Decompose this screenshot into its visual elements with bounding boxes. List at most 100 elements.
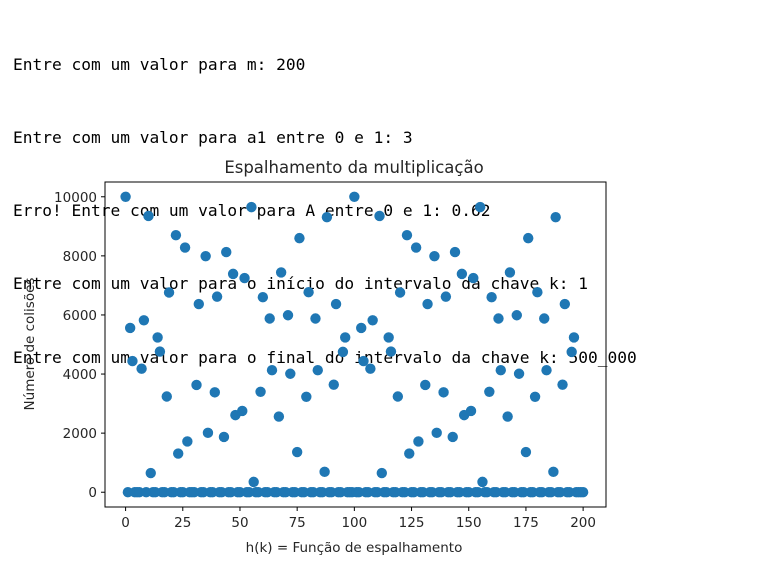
data-point [529,391,541,402]
y-axis: 0 2000 4000 6000 8000 10000 [54,190,105,501]
data-point [301,391,312,402]
console-line: Entre com um valor para o final do inter… [13,347,637,367]
x-tick-label: 75 [289,515,306,531]
data-point [248,476,259,488]
data-point [484,386,495,397]
console-output: Entre com um valor para m: 200 Entre com… [13,4,637,394]
data-point [124,322,136,334]
data-point [161,391,172,402]
data-point [401,229,413,241]
data-point [486,292,497,303]
data-point [566,346,577,358]
data-point [532,287,543,298]
data-point [273,411,285,422]
data-point [447,431,458,443]
data-point [548,466,559,478]
data-point [255,386,266,397]
data-point [493,313,504,324]
data-point [246,201,257,213]
data-point [310,313,321,324]
data-point [502,411,513,422]
data-point [136,363,147,374]
data-point [173,448,184,459]
data-point [193,298,204,310]
data-point [319,466,330,478]
y-tick-label: 2000 [63,426,97,442]
data-point [182,436,193,447]
data-point [523,232,534,244]
data-point [312,365,323,376]
data-point [365,363,376,374]
data-point [422,298,433,310]
chart-marks [120,191,589,498]
x-tick-label: 200 [570,515,596,531]
data-point [282,310,294,321]
data-point [465,405,477,417]
data-point [127,355,138,367]
data-point [294,232,305,244]
data-point [383,332,394,343]
data-point [275,267,287,278]
data-point [474,201,486,213]
data-point [191,379,202,391]
data-point [420,379,431,391]
data-point [504,267,516,278]
y-tick-label: 0 [88,485,97,501]
data-point [264,313,275,324]
data-point [429,250,440,262]
x-tick-label: 50 [231,515,248,531]
data-point [349,191,360,202]
console-line: Entre com um valor para m: 200 [13,54,306,74]
data-point [257,292,269,303]
data-point [513,368,525,379]
data-point [291,446,303,458]
data-point [145,467,156,479]
data-point [209,387,221,398]
y-tick-label: 6000 [63,308,97,324]
data-point [438,387,449,398]
x-axis: 0 25 50 75 100 125 150 175 200 [121,507,596,531]
data-point [394,287,406,298]
data-point [170,229,182,241]
data-point [456,268,468,280]
data-point [356,322,367,334]
console-line: Entre com um valor para a1 entre 0 e 1: … [13,128,413,148]
data-point [163,287,175,298]
data-point [227,268,239,280]
data-point [358,355,369,367]
data-point [143,210,154,222]
data-point [152,332,163,343]
data-point [202,427,214,439]
data-point [477,476,488,488]
data-point [410,242,422,253]
data-point [520,446,532,458]
data-point [321,211,333,223]
data-point [557,379,568,390]
data-point [221,246,232,258]
data-point [468,272,479,284]
x-tick-label: 125 [399,515,425,531]
data-point [550,211,561,223]
data-point [218,431,230,443]
data-point [559,298,571,310]
x-tick-label: 175 [513,515,539,531]
data-point [179,242,191,253]
data-point [541,365,552,376]
data-point [138,315,150,326]
y-tick-label: 8000 [63,249,97,265]
y-tick-label: 10000 [54,190,97,206]
data-point [328,379,339,390]
data-point [340,332,351,343]
data-point [376,467,388,479]
data-point [511,310,522,321]
x-axis-label: h(k) = Função de espalhamento [246,540,463,556]
x-tick-label: 0 [121,515,130,531]
data-point [154,346,166,357]
x-tick-label: 100 [341,515,367,531]
data-point [237,405,248,417]
data-point [239,272,250,284]
data-point [120,191,131,202]
chart-title: Espalhamento da multiplicação [224,158,483,177]
data-point [330,298,342,310]
